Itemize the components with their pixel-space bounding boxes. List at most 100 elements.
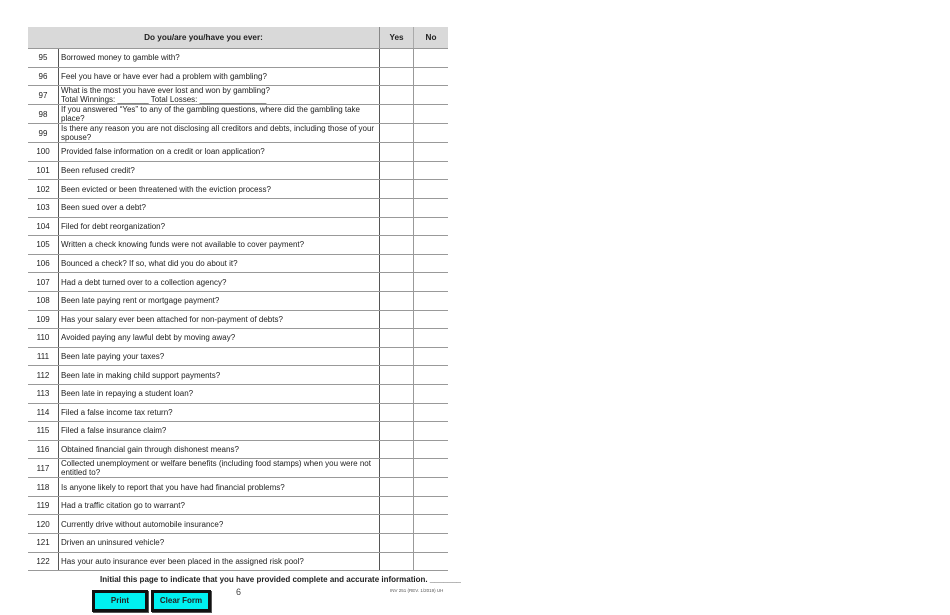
yes-checkbox[interactable] [379, 328, 414, 348]
no-checkbox[interactable] [413, 552, 448, 572]
yes-checkbox[interactable] [379, 85, 414, 106]
yes-checkbox[interactable] [379, 552, 414, 572]
question-text: Been sued over a debt? [61, 203, 146, 213]
yes-checkbox[interactable] [379, 217, 414, 237]
no-checkbox[interactable] [413, 198, 448, 218]
clear-form-button[interactable]: Clear Form [151, 590, 211, 612]
question-text: Driven an uninsured vehicle? [61, 538, 165, 548]
no-checkbox[interactable] [413, 142, 448, 162]
yes-checkbox[interactable] [379, 384, 414, 404]
yes-checkbox[interactable] [379, 421, 414, 441]
yes-checkbox[interactable] [379, 533, 414, 553]
no-checkbox[interactable] [413, 458, 448, 479]
no-checkbox[interactable] [413, 477, 448, 497]
no-checkbox[interactable] [413, 291, 448, 311]
question-cell: Been evicted or been threatened with the… [58, 179, 380, 199]
table-row: 117 Collected unemployment or welfare ben… [28, 458, 448, 479]
no-checkbox[interactable] [413, 365, 448, 385]
no-checkbox[interactable] [413, 403, 448, 423]
question-cell: What is the most you have ever lost and … [58, 85, 380, 106]
no-checkbox[interactable] [413, 104, 448, 125]
yes-checkbox[interactable] [379, 440, 414, 460]
table-row: 113 Been late in repaying a student loan? [28, 384, 448, 404]
table-row: 98 If you answered “Yes” to any of the ga… [28, 104, 448, 125]
table-row: 115 Filed a false insurance claim? [28, 421, 448, 441]
no-checkbox[interactable] [413, 347, 448, 367]
print-button[interactable]: Print [92, 590, 148, 612]
question-number: 102 [28, 179, 59, 199]
yes-checkbox[interactable] [379, 67, 414, 87]
question-cell: Filed a false insurance claim? [58, 421, 380, 441]
no-checkbox[interactable] [413, 310, 448, 330]
question-cell: Been late in repaying a student loan? [58, 384, 380, 404]
question-cell: Is anyone likely to report that you have… [58, 477, 380, 497]
yes-checkbox[interactable] [379, 514, 414, 535]
yes-checkbox[interactable] [379, 365, 414, 385]
question-number: 118 [28, 477, 59, 497]
table-row: 106 Bounced a check? If so, what did you … [28, 254, 448, 274]
table-row: 121 Driven an uninsured vehicle? [28, 533, 448, 553]
no-checkbox[interactable] [413, 48, 448, 68]
question-number: 111 [28, 347, 59, 367]
no-checkbox[interactable] [413, 179, 448, 199]
question-cell: Had a traffic citation go to warrant? [58, 496, 380, 516]
yes-checkbox[interactable] [379, 161, 414, 181]
yes-checkbox[interactable] [379, 403, 414, 423]
yes-checkbox[interactable] [379, 272, 414, 292]
no-checkbox[interactable] [413, 235, 448, 255]
no-checkbox[interactable] [413, 85, 448, 106]
no-checkbox[interactable] [413, 496, 448, 516]
question-number: 115 [28, 421, 59, 441]
yes-checkbox[interactable] [379, 123, 414, 144]
yes-checkbox[interactable] [379, 142, 414, 162]
yes-checkbox[interactable] [379, 458, 414, 479]
no-checkbox[interactable] [413, 384, 448, 404]
question-text: What is the most you have ever lost and … [61, 86, 270, 96]
question-cell: Provided false information on a credit o… [58, 142, 380, 162]
initial-statement: Initial this page to indicate that you h… [100, 575, 461, 584]
question-number: 117 [28, 458, 59, 479]
question-cell: Driven an uninsured vehicle? [58, 533, 380, 553]
no-checkbox[interactable] [413, 440, 448, 460]
yes-checkbox[interactable] [379, 48, 414, 68]
question-text: Borrowed money to gamble with? [61, 53, 180, 63]
form-revision: INV 251 (REV. 1/2019) UH [390, 588, 444, 593]
question-text: Has your auto insurance ever been placed… [61, 556, 304, 566]
yes-checkbox[interactable] [379, 291, 414, 311]
no-checkbox[interactable] [413, 533, 448, 553]
no-checkbox[interactable] [413, 328, 448, 348]
table-row: 100 Provided false information on a credi… [28, 142, 448, 162]
questionnaire-table: Do you/are you/have you ever: Yes No 95 B… [28, 27, 448, 572]
yes-checkbox[interactable] [379, 477, 414, 497]
yes-checkbox[interactable] [379, 235, 414, 255]
no-checkbox[interactable] [413, 254, 448, 274]
question-cell: If you answered “Yes” to any of the gamb… [58, 104, 380, 125]
yes-checkbox[interactable] [379, 347, 414, 367]
table-row: 107 Had a debt turned over to a collectio… [28, 272, 448, 292]
no-checkbox[interactable] [413, 217, 448, 237]
table-row: 97 What is the most you have ever lost an… [28, 85, 448, 106]
question-cell: Bounced a check? If so, what did you do … [58, 254, 380, 274]
question-number: 119 [28, 496, 59, 516]
yes-checkbox[interactable] [379, 496, 414, 516]
yes-checkbox[interactable] [379, 254, 414, 274]
question-number: 121 [28, 533, 59, 553]
question-cell: Borrowed money to gamble with? [58, 48, 380, 68]
no-checkbox[interactable] [413, 421, 448, 441]
question-text: Written a check knowing funds were not a… [61, 240, 305, 250]
question-cell: Has your auto insurance ever been placed… [58, 552, 380, 572]
yes-checkbox[interactable] [379, 104, 414, 125]
yes-checkbox[interactable] [379, 198, 414, 218]
question-text: Filed a false insurance claim? [61, 426, 167, 436]
question-text: Has your salary ever been attached for n… [61, 314, 283, 324]
no-checkbox[interactable] [413, 161, 448, 181]
no-checkbox[interactable] [413, 67, 448, 87]
question-text: Been late in repaying a student loan? [61, 389, 194, 399]
no-checkbox[interactable] [413, 272, 448, 292]
no-checkbox[interactable] [413, 123, 448, 144]
yes-checkbox[interactable] [379, 179, 414, 199]
question-cell: Collected unemployment or welfare benefi… [58, 458, 380, 479]
yes-checkbox[interactable] [379, 310, 414, 330]
question-number: 114 [28, 403, 59, 423]
no-checkbox[interactable] [413, 514, 448, 535]
